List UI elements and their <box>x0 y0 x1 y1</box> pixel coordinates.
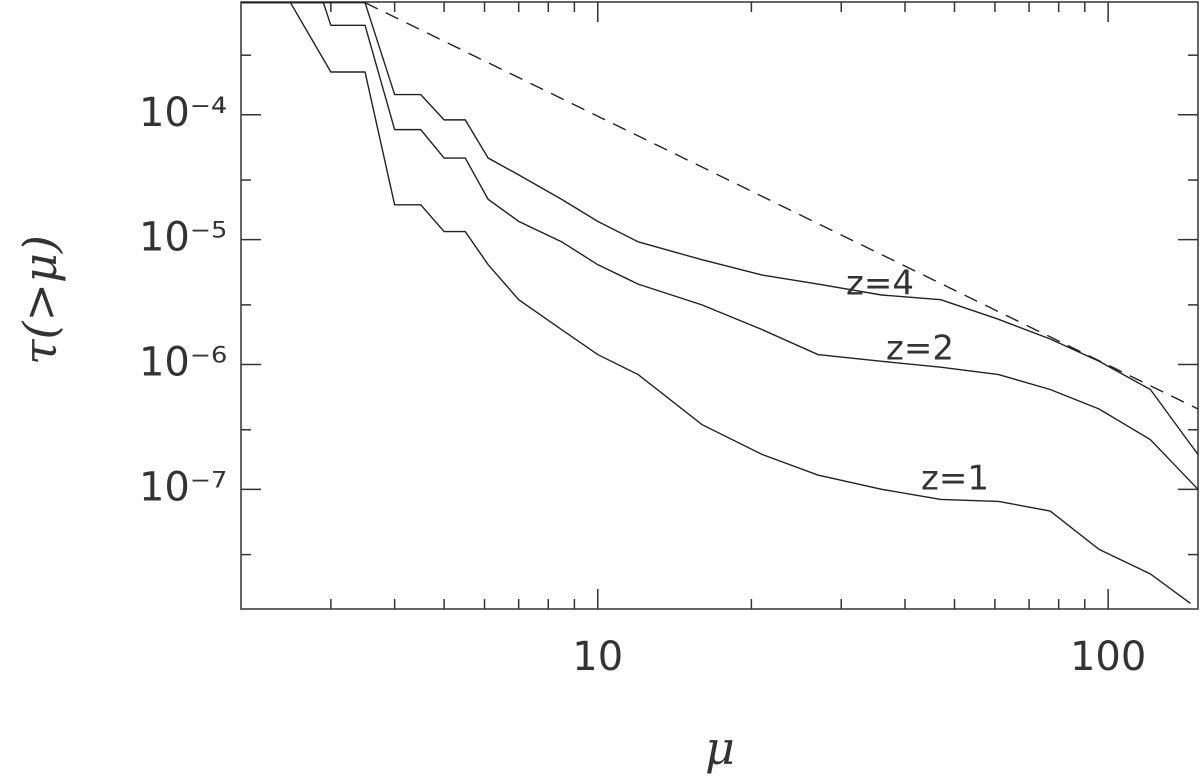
y-axis-label: τ(>μ) <box>13 235 67 365</box>
series-line <box>364 2 1199 410</box>
series-line <box>241 1 1191 604</box>
series-line <box>241 1 1199 455</box>
series-line <box>241 1 1199 490</box>
series-label: z=4 <box>846 264 914 304</box>
x-tick-label: 10 <box>572 634 623 680</box>
x-axis-label: μ <box>705 721 735 775</box>
y-tick-label: 10⁻⁷ <box>139 464 227 510</box>
series-label: z=2 <box>886 329 954 369</box>
x-tick-label: 100 <box>1070 634 1146 680</box>
y-tick-label: 10⁻⁵ <box>139 215 227 261</box>
series-label: z=1 <box>921 459 989 499</box>
y-tick-label: 10⁻⁴ <box>139 90 227 136</box>
y-tick-label: 10⁻⁶ <box>139 339 227 385</box>
